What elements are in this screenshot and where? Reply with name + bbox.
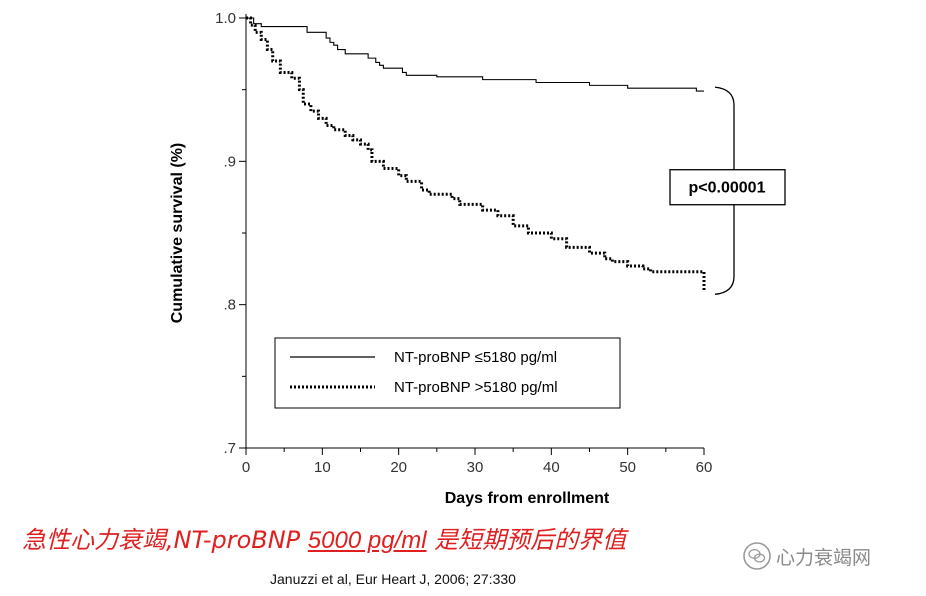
x-tick-label: 50: [619, 459, 636, 476]
y-tick-label: .7: [223, 440, 236, 457]
legend: NT-proBNP ≤5180 pg/ml NT-proBNP >5180 pg…: [274, 337, 621, 409]
x-tick-label: 10: [314, 459, 331, 476]
x-tick-label: 20: [390, 459, 407, 476]
legend-label-high: NT-proBNP >5180 pg/ml: [394, 379, 558, 396]
x-tick-label: 40: [543, 459, 560, 476]
x-axis-label: Days from enrollment: [445, 490, 610, 507]
x-tick-label: 0: [242, 459, 250, 476]
caption: 急性心力衰竭,NT-proBNP 5000 pg/ml 是短期预后的界值: [22, 520, 626, 555]
series-line-dotted: [246, 16, 706, 291]
y-axis-label: Cumulative survival (%): [169, 143, 186, 324]
p-value-annotation: p<0.00001: [669, 86, 786, 295]
citation: Januzzi et al, Eur Heart J, 2006; 27:330: [270, 571, 516, 587]
caption-prefix: 急性心力衰竭,NT-proBNP: [22, 526, 308, 554]
y-tick-label: .8: [223, 297, 236, 314]
caption-threshold: 5000 pg/ml: [307, 527, 427, 554]
caption-suffix: 是短期预后的界值: [426, 526, 627, 554]
y-tick-label: .9: [223, 153, 236, 170]
x-tick-label: 30: [467, 459, 484, 476]
survival-chart: 0 10 20 30 40 50 60 Days from enrollment 1.0 .9…: [169, 10, 786, 507]
watermark-text: 心力衰竭网: [776, 547, 872, 569]
wechat-bubble-icon: [743, 542, 771, 570]
y-axis: 1.0 .9 .8 .7 Cumulative survival (%): [169, 10, 247, 457]
legend-label-low: NT-proBNP ≤5180 pg/ml: [394, 349, 557, 366]
y-tick-label: 1.0: [215, 10, 236, 27]
p-value-box: [669, 169, 786, 206]
x-tick-label: 60: [696, 459, 713, 476]
series-line-solid: [246, 17, 704, 92]
p-value-text: p<0.00001: [689, 180, 766, 197]
x-axis: 0 10 20 30 40 50 60 Days from enrollment: [242, 447, 713, 507]
watermark: 心力衰竭网: [742, 541, 871, 571]
